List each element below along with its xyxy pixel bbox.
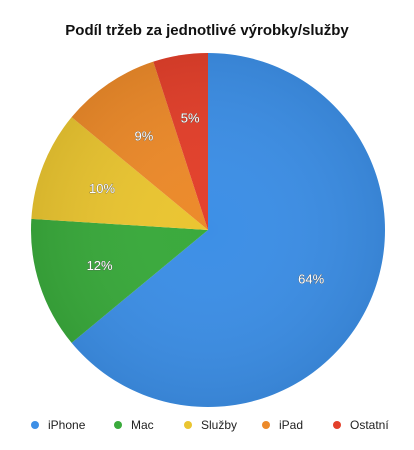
legend-dot-icon [333,421,341,429]
slice-label: 12% [87,258,113,273]
legend-label: iPad [279,418,304,432]
legend-label: iPhone [48,418,86,432]
legend-dot-icon [262,421,270,429]
legend-label: Mac [131,418,154,432]
slice-label: 9% [135,129,154,144]
legend-dot-icon [184,421,192,429]
legend-dot-icon [31,421,39,429]
slice-label: 5% [181,110,200,125]
slice-label: 64% [298,272,324,287]
legend-item: Mac [114,418,154,432]
legend: iPhone Mac Služby iPad Ostatní [0,418,414,438]
legend-item: iPad [262,418,303,432]
chart-title: Podíl tržeb za jednotlivé výrobky/služby [65,22,349,39]
pie-chart: 64% 12% 10% 9% 5% [31,53,386,408]
legend-item: Ostatní [333,418,389,432]
legend-item: Služby [184,418,237,432]
legend-item: iPhone [31,418,85,432]
slice-label: 10% [89,181,115,196]
legend-dot-icon [114,421,122,429]
legend-label: Ostatní [350,418,389,432]
legend-label: Služby [201,418,238,432]
